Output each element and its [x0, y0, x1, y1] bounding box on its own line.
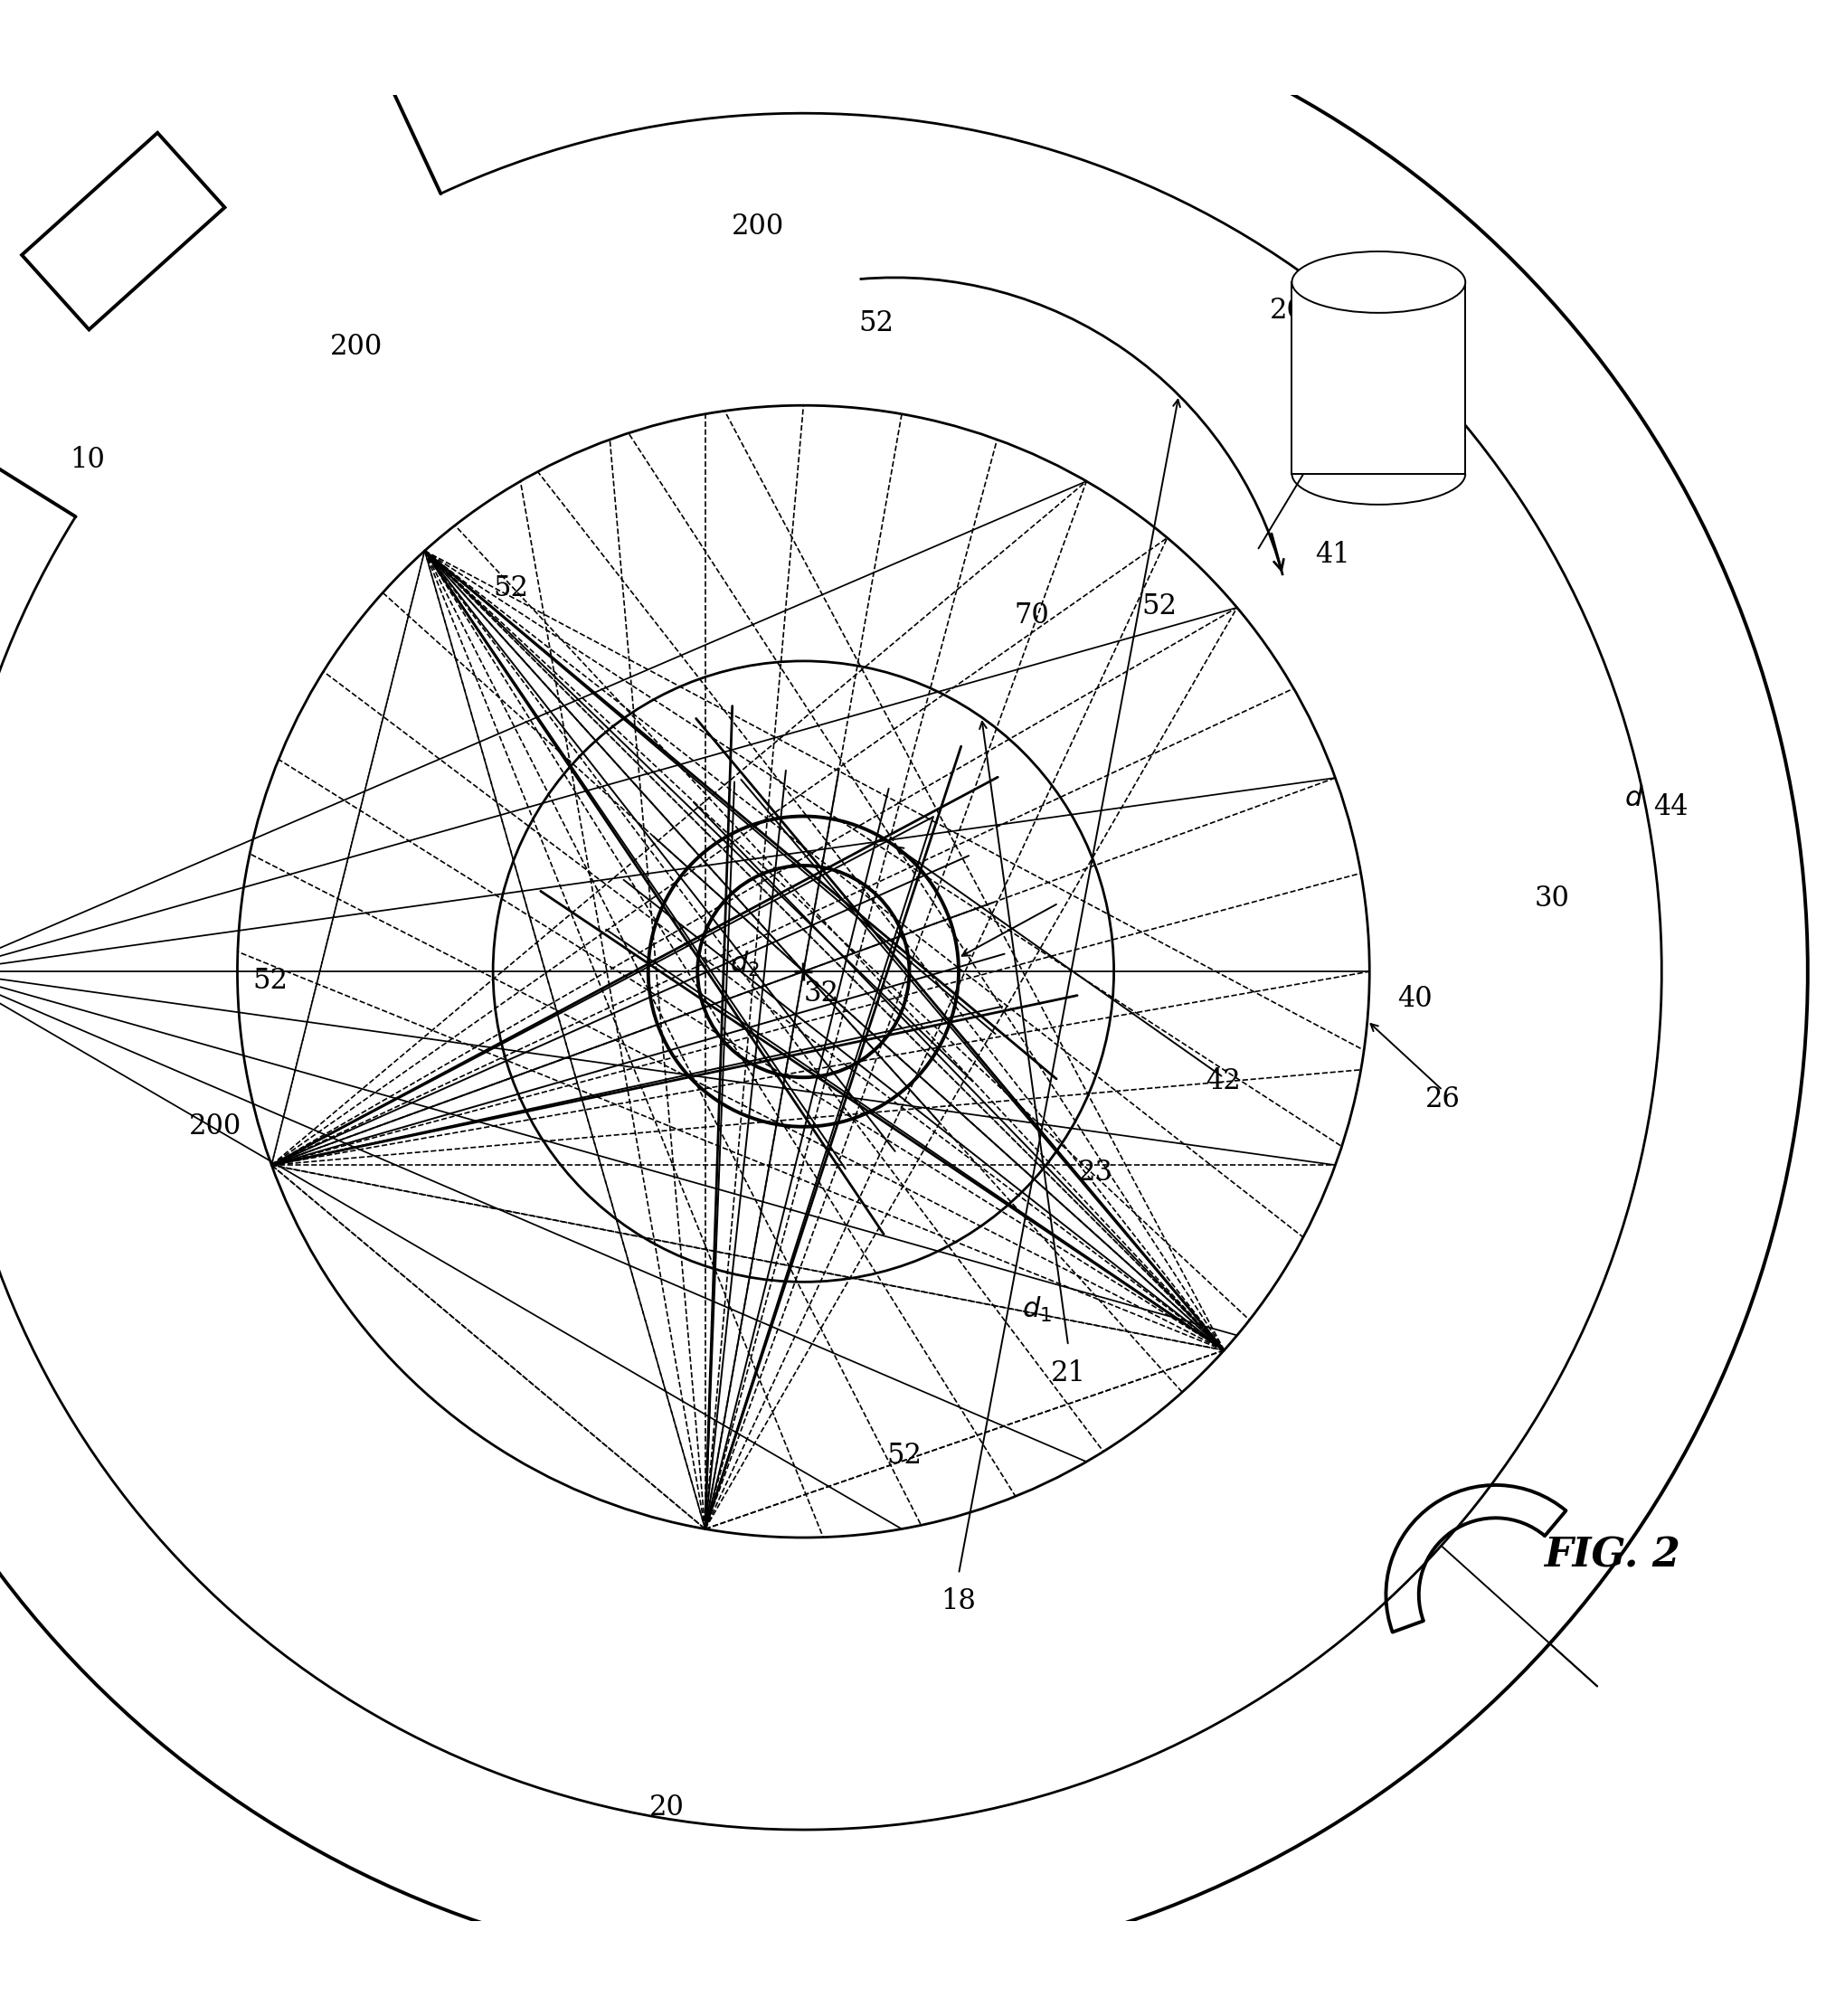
- Text: $d_1$: $d_1$: [1023, 1294, 1052, 1325]
- Text: $d_2$: $d_2$: [730, 950, 760, 978]
- Text: 200: 200: [331, 333, 382, 361]
- Text: 20: 20: [648, 1794, 685, 1822]
- Text: 44: 44: [1653, 792, 1689, 821]
- Text: 21: 21: [1050, 1359, 1086, 1387]
- Text: 200: 200: [1271, 296, 1322, 325]
- Text: 52: 52: [252, 966, 289, 994]
- Text: 32: 32: [803, 980, 840, 1008]
- Text: $d$: $d$: [1625, 784, 1643, 812]
- Text: 70: 70: [1013, 601, 1050, 629]
- Text: 200: 200: [732, 212, 783, 240]
- Text: 23: 23: [1077, 1159, 1114, 1185]
- Text: 42: 42: [1205, 1066, 1242, 1095]
- Text: 40: 40: [1397, 986, 1433, 1012]
- Text: 41: 41: [1315, 540, 1351, 569]
- Text: 18: 18: [940, 1587, 977, 1615]
- Text: 52: 52: [886, 1441, 922, 1470]
- Bar: [22, 133, 225, 329]
- Text: 200: 200: [190, 1113, 241, 1141]
- Bar: [1293, 282, 1464, 474]
- Text: 26: 26: [1424, 1085, 1461, 1113]
- Text: 10: 10: [69, 446, 106, 474]
- Ellipse shape: [1293, 252, 1464, 312]
- Text: FIG. 2: FIG. 2: [1545, 1536, 1680, 1574]
- Text: 52: 52: [858, 308, 895, 337]
- Text: 52: 52: [493, 575, 530, 603]
- Text: 52: 52: [1141, 593, 1178, 621]
- Text: 30: 30: [1534, 885, 1570, 913]
